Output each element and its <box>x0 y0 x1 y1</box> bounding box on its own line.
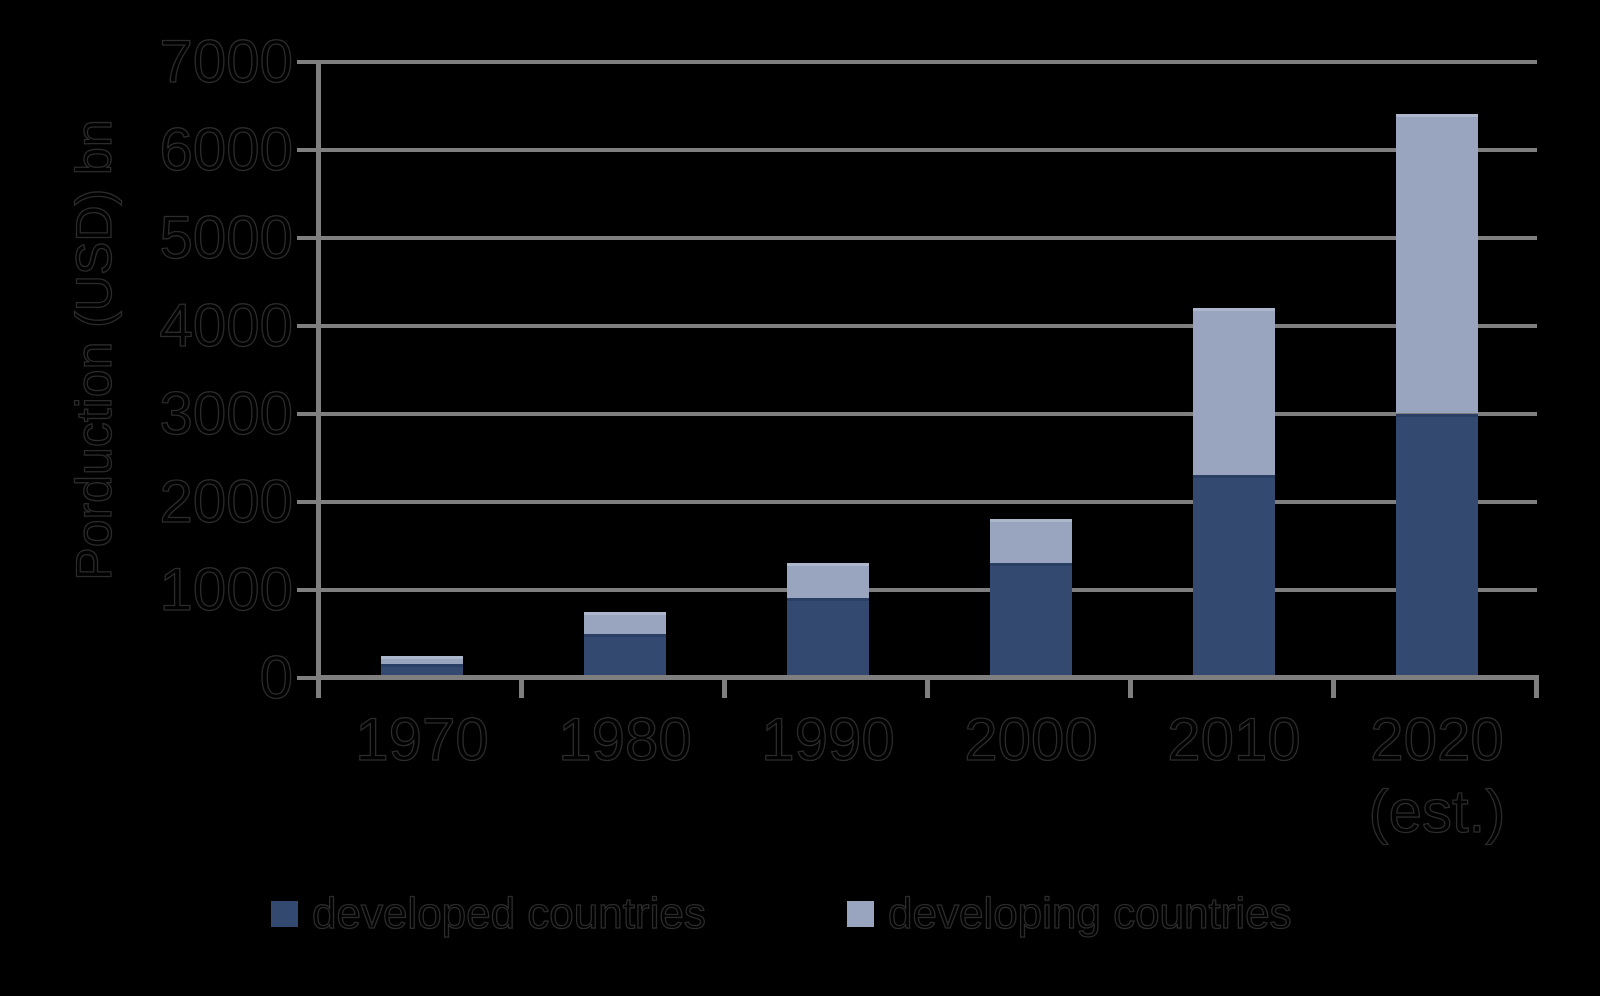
bar-segment-2010-developed-countries <box>1193 475 1275 678</box>
gridline <box>318 411 1537 416</box>
y-axis-tick-mark <box>297 411 319 416</box>
bar-segment-2000-developed-countries <box>990 563 1072 678</box>
x-axis-line <box>316 675 1539 680</box>
x-tick-label: 2020 (est.) <box>1368 705 1506 845</box>
bar-segment-2020-developed-countries <box>1396 413 1478 678</box>
y-axis-tick-mark <box>297 587 319 592</box>
gridline <box>318 235 1537 240</box>
y-tick-label: 4000 <box>159 291 294 359</box>
bar-segment-1990-developing-countries <box>787 563 869 599</box>
x-axis-tick-mark <box>316 680 321 698</box>
gridline <box>318 147 1537 152</box>
x-axis-tick-mark <box>1128 680 1133 698</box>
y-tick-label: 2000 <box>159 467 294 535</box>
y-tick-label: 5000 <box>159 203 294 271</box>
y-tick-label: 7000 <box>159 27 294 95</box>
y-axis-tick-mark <box>297 147 319 152</box>
x-axis-tick-mark <box>1331 680 1336 698</box>
y-tick-label: 6000 <box>159 115 294 183</box>
legend-swatch-developed-countries <box>271 901 298 927</box>
bar-segment-2020-developing-countries <box>1396 114 1478 414</box>
legend-label: developed countries <box>311 889 706 938</box>
y-axis-tick-mark <box>297 675 319 680</box>
y-tick-label: 0 <box>259 643 294 711</box>
bar-segment-1980-developing-countries <box>584 611 666 634</box>
gridline <box>318 587 1537 592</box>
x-axis-tick-mark <box>519 680 524 698</box>
y-axis-tick-mark <box>297 499 319 504</box>
y-axis-tick-mark <box>297 59 319 64</box>
x-axis-tick-mark <box>722 680 727 698</box>
bar-segment-1970-developed-countries <box>381 664 463 678</box>
x-tick-label: 1970 <box>355 705 490 773</box>
bar-segment-1970-developing-countries <box>381 655 463 665</box>
gridline <box>318 323 1537 328</box>
x-tick-label: 1980 <box>558 705 693 773</box>
bar-segment-2000-developing-countries <box>990 519 1072 564</box>
y-axis-tick-mark <box>297 235 319 240</box>
x-axis-tick-mark <box>1534 680 1539 698</box>
x-axis-tick-mark <box>925 680 930 698</box>
legend-item-developing-countries: developing countries <box>847 889 1292 938</box>
legend-item-developed-countries: developed countries <box>271 889 706 938</box>
y-tick-label: 3000 <box>159 379 294 447</box>
gridline <box>318 59 1537 64</box>
legend-label: developing countries <box>887 889 1292 938</box>
y-axis-tick-mark <box>297 323 319 328</box>
gridline <box>318 499 1537 504</box>
legend-swatch-developing-countries <box>847 901 874 927</box>
bar-segment-1990-developed-countries <box>787 598 869 678</box>
y-axis-line <box>316 59 321 680</box>
bar-segment-1980-developed-countries <box>584 633 666 678</box>
bar-segment-2010-developing-countries <box>1193 307 1275 476</box>
x-tick-label: 1990 <box>761 705 896 773</box>
x-tick-label: 2010 <box>1167 705 1302 773</box>
y-tick-label: 1000 <box>159 555 294 623</box>
x-tick-label: 2000 <box>964 705 1099 773</box>
